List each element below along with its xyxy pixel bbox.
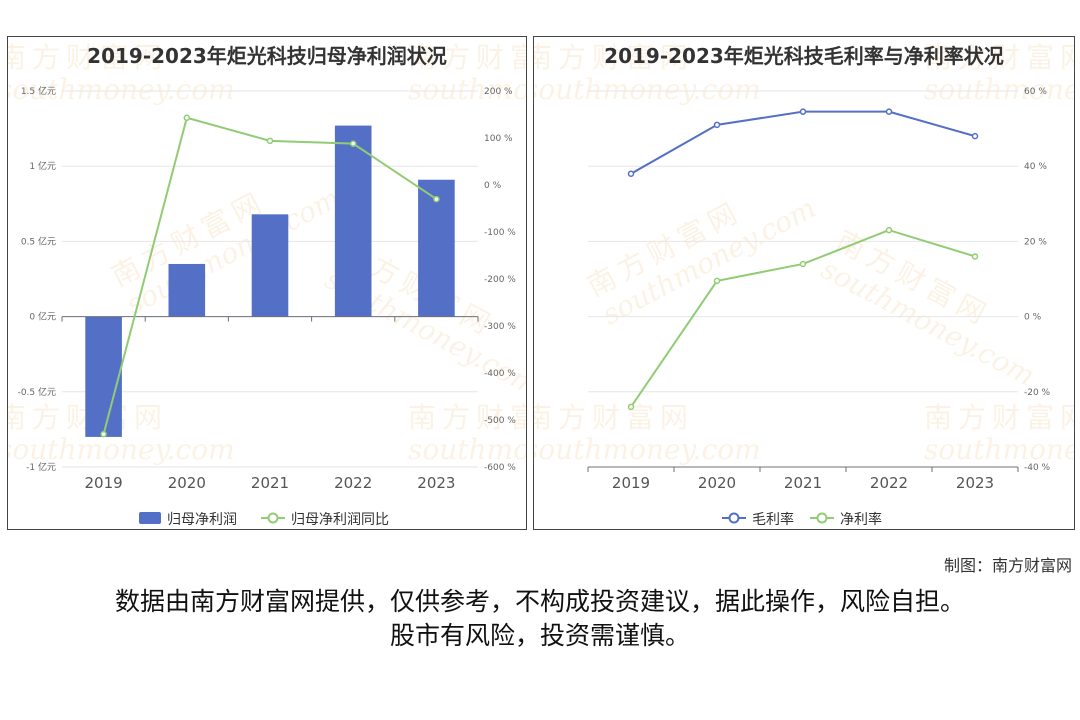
chart-panel-margins: 南方财富网southmoney.com南方财富网southmoney.com南方… bbox=[533, 36, 1075, 530]
y-right-tick-label: -300 % bbox=[484, 322, 516, 332]
bar bbox=[85, 316, 122, 437]
x-tick-label: 2022 bbox=[870, 474, 908, 492]
watermark-cn: 南方财富网 bbox=[8, 41, 168, 74]
legend-swatch-marker bbox=[816, 512, 828, 524]
y-right-tick-label: -600 % bbox=[484, 463, 516, 473]
data-point bbox=[433, 195, 440, 203]
legend: 毛利率 净利率 bbox=[722, 511, 882, 528]
y-right-tick-label: -40 % bbox=[1024, 463, 1051, 473]
y-right-tick-label: -100 % bbox=[484, 228, 516, 238]
data-point bbox=[266, 137, 274, 145]
data-point bbox=[971, 253, 979, 260]
x-tick-label: 2020 bbox=[168, 474, 206, 492]
watermark-en: southmoney.com bbox=[408, 433, 527, 466]
watermark-en: southmoney.com bbox=[534, 433, 761, 466]
chart-credit: 制图：南方财富网 bbox=[943, 556, 1072, 575]
data-point bbox=[627, 170, 635, 177]
chart-panel-net-profit: 南方财富网southmoney.com南方财富网southmoney.com南方… bbox=[7, 36, 527, 530]
chart-title: 2019-2023年炬光科技毛利率与净利率状况 bbox=[604, 44, 1004, 68]
series-line bbox=[630, 110, 976, 175]
data-point bbox=[100, 430, 107, 438]
data-point bbox=[799, 260, 807, 268]
x-tick-label: 2023 bbox=[417, 474, 455, 492]
watermark-en: southmoney.com bbox=[534, 73, 761, 106]
x-tick-label: 2022 bbox=[334, 474, 372, 492]
legend-label: 归母净利润同比 bbox=[291, 511, 389, 528]
bar bbox=[251, 214, 289, 317]
watermark-cn: 南方财富网 bbox=[924, 401, 1075, 434]
y-left-tick-label: 1.5 亿元 bbox=[21, 85, 56, 97]
data-point bbox=[799, 108, 807, 115]
y-right-tick-label: 40 % bbox=[1024, 162, 1047, 172]
legend-swatch bbox=[139, 512, 161, 524]
watermark-en: southmoney.com bbox=[8, 73, 235, 106]
data-point bbox=[885, 226, 893, 234]
disclaimer-line: 数据由南方财富网提供，仅供参考，不构成投资建议，据此操作，风险自担。 bbox=[114, 587, 965, 616]
y-right-tick-label: 100 % bbox=[484, 134, 513, 144]
watermark-cn: 南方财富网 bbox=[408, 401, 527, 434]
x-tick-label: 2019 bbox=[612, 474, 650, 492]
chart-title: 2019-2023年炬光科技归母净利润状况 bbox=[87, 44, 447, 68]
data-point bbox=[713, 277, 721, 285]
y-right-tick-label: -200 % bbox=[484, 275, 516, 285]
legend-label: 归母净利润 bbox=[167, 511, 237, 528]
y-right-tick-label: -500 % bbox=[484, 416, 516, 426]
bar bbox=[418, 179, 455, 317]
watermark-cn: 南方财富网 bbox=[408, 41, 527, 74]
y-left-tick-label: 1 亿元 bbox=[29, 160, 56, 172]
margin-chart: 南方财富网southmoney.com南方财富网southmoney.com南方… bbox=[534, 41, 1075, 528]
watermark-cn: 南方财富网 bbox=[534, 401, 694, 434]
x-tick-label: 2020 bbox=[698, 474, 736, 492]
y-left-tick-label: -1 亿元 bbox=[26, 461, 56, 473]
watermark-cn: 南方财富网 bbox=[534, 41, 694, 74]
x-tick-label: 2021 bbox=[251, 474, 289, 492]
y-right-tick-label: -20 % bbox=[1024, 388, 1051, 398]
legend-label: 毛利率 bbox=[752, 511, 794, 528]
watermark-en: southmoney.com bbox=[408, 73, 527, 106]
data-point bbox=[971, 132, 979, 140]
bar bbox=[334, 125, 372, 317]
disclaimer-line: 股市有风险，投资需谨慎。 bbox=[389, 621, 690, 650]
watermark-cn: 南方财富网 bbox=[924, 41, 1075, 74]
watermark-en: southmoney.com bbox=[924, 73, 1075, 106]
bar bbox=[168, 263, 206, 317]
data-point bbox=[885, 108, 893, 115]
x-tick-label: 2019 bbox=[85, 474, 123, 492]
data-point bbox=[713, 121, 721, 129]
y-left-tick-label: 0.5 亿元 bbox=[21, 235, 56, 247]
y-right-tick-label: 200 % bbox=[484, 87, 513, 97]
y-right-tick-label: 0 % bbox=[484, 181, 502, 191]
y-left-tick-label: 0 亿元 bbox=[29, 311, 56, 323]
watermark-cn: 南方财富网 bbox=[8, 401, 168, 434]
x-tick-label: 2023 bbox=[956, 474, 994, 492]
watermark-en: southmoney.com bbox=[8, 433, 235, 466]
y-left-tick-label: -0.5 亿元 bbox=[18, 386, 56, 398]
legend-label: 净利率 bbox=[840, 511, 882, 528]
data-point bbox=[349, 140, 357, 147]
y-right-tick-label: 20 % bbox=[1024, 237, 1047, 247]
watermark-en: southmoney.com bbox=[924, 433, 1075, 466]
data-point bbox=[627, 403, 635, 411]
legend: 归母净利润 归母净利润同比 bbox=[139, 511, 389, 528]
y-right-tick-label: 60 % bbox=[1024, 87, 1047, 97]
legend-swatch-marker bbox=[728, 512, 740, 524]
y-right-tick-label: 0 % bbox=[1024, 313, 1042, 323]
y-right-tick-label: -400 % bbox=[484, 369, 516, 379]
net-profit-chart: 南方财富网southmoney.com南方财富网southmoney.com南方… bbox=[8, 41, 527, 528]
legend-swatch-marker bbox=[267, 512, 279, 524]
x-tick-label: 2021 bbox=[784, 474, 822, 492]
data-point bbox=[183, 114, 191, 122]
